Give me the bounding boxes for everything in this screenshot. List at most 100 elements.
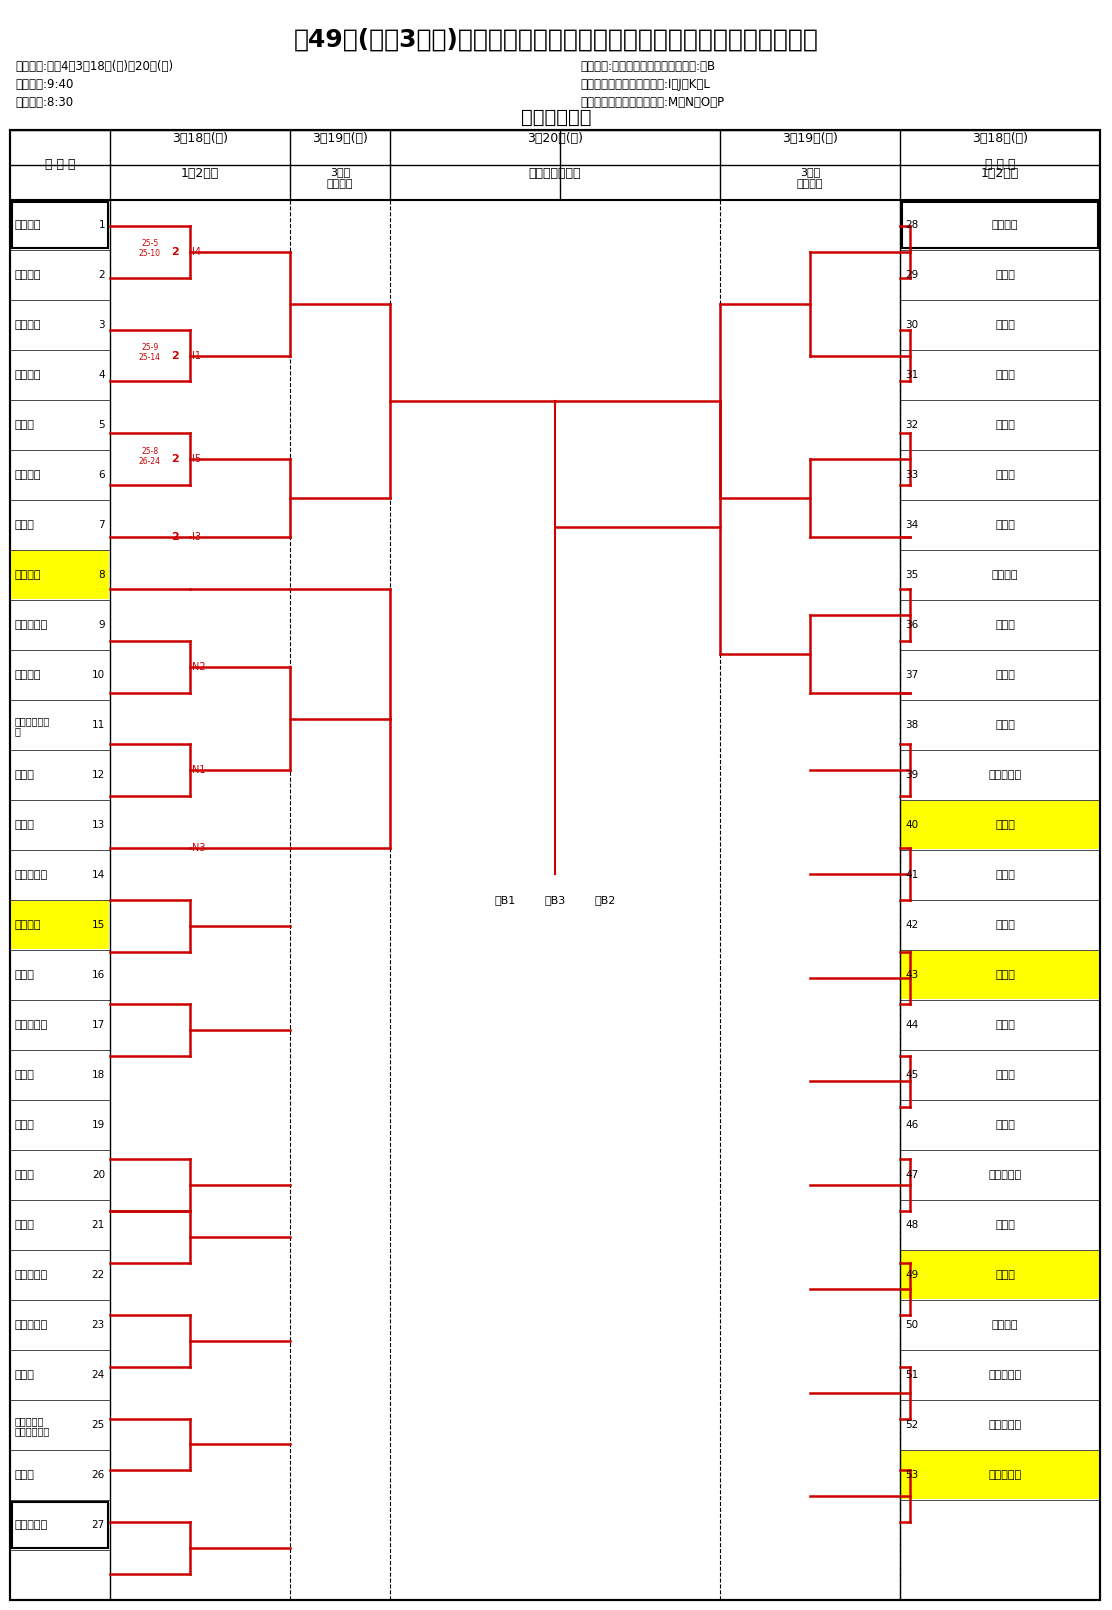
Bar <box>901 802 1099 848</box>
Text: 18: 18 <box>92 1071 105 1080</box>
Bar <box>11 551 109 599</box>
Text: 会　　場:吉田文化体育センター　　:特B: 会 場:吉田文化体育センター :特B <box>580 60 715 72</box>
Text: 加世田: 加世田 <box>995 520 1015 530</box>
Text: 尚志館: 尚志館 <box>995 320 1015 330</box>
Text: 高 校 名: 高 校 名 <box>985 158 1015 172</box>
Text: 31: 31 <box>905 370 919 380</box>
Text: 試合開始:9:40: 試合開始:9:40 <box>14 77 73 92</box>
Bar <box>11 902 109 948</box>
Text: 川　内: 川 内 <box>995 370 1015 380</box>
Text: 23: 23 <box>92 1320 105 1330</box>
Text: 2: 2 <box>171 246 179 258</box>
Text: 古仁屋: 古仁屋 <box>995 1270 1015 1280</box>
Text: 神村学園: 神村学園 <box>14 320 41 330</box>
Text: N3: N3 <box>192 844 206 853</box>
Text: 松　陽: 松 陽 <box>14 520 34 530</box>
Text: 期　　日:令和4年3月18日(金)～20日(日): 期 日:令和4年3月18日(金)～20日(日) <box>14 60 173 72</box>
Text: 25: 25 <box>92 1420 105 1430</box>
Text: 志布志: 志布志 <box>14 420 34 430</box>
Text: 錦　翔: 錦 翔 <box>995 819 1015 831</box>
Text: 種子島中央: 種子島中央 <box>989 1370 1022 1380</box>
Text: 39: 39 <box>905 770 919 779</box>
Text: 徳之島: 徳之島 <box>14 1071 34 1080</box>
Text: 41: 41 <box>905 869 919 881</box>
Text: 53: 53 <box>905 1470 919 1480</box>
Text: 7: 7 <box>98 520 105 530</box>
Bar <box>12 1502 108 1547</box>
Text: 榎　南: 榎 南 <box>14 819 34 831</box>
Text: 40: 40 <box>905 819 919 831</box>
Text: 高 校 名: 高 校 名 <box>44 158 76 172</box>
Text: 伊集院: 伊集院 <box>995 670 1015 679</box>
Text: 3月18日(金): 3月18日(金) <box>972 132 1027 145</box>
Text: 屋久島: 屋久島 <box>995 470 1015 480</box>
Text: 曽　於: 曽 於 <box>995 1021 1015 1030</box>
Text: 鹿児島実業: 鹿児島実業 <box>989 1470 1022 1480</box>
Text: 鹿児島城西: 鹿児島城西 <box>14 869 48 881</box>
Text: 52: 52 <box>905 1420 919 1430</box>
Text: 鹿児島情報: 鹿児島情報 <box>14 1021 48 1030</box>
Text: 加治木工業: 加治木工業 <box>14 1320 48 1330</box>
Text: 大島北: 大島北 <box>14 1220 34 1230</box>
Text: 16: 16 <box>92 969 105 980</box>
Text: 34: 34 <box>905 520 919 530</box>
Text: 武岡台: 武岡台 <box>995 1121 1015 1130</box>
Text: 種子島: 種子島 <box>14 1370 34 1380</box>
Text: 28: 28 <box>905 221 919 230</box>
Text: 3月19日(土): 3月19日(土) <box>782 132 838 145</box>
Text: いちき串木野市総合体育館:M・N・O・P: いちき串木野市総合体育館:M・N・O・P <box>580 97 724 109</box>
Text: 鹿　児　島: 鹿 児 島 <box>14 1270 48 1280</box>
Text: 2: 2 <box>171 454 179 464</box>
Text: 南大隅・吹上: 南大隅・吹上 <box>14 1426 50 1436</box>
Text: 22: 22 <box>92 1270 105 1280</box>
Text: N2: N2 <box>192 662 206 671</box>
Bar <box>901 1251 1099 1299</box>
Text: 鹿屋女子: 鹿屋女子 <box>992 1320 1019 1330</box>
Text: 吹上浜公園体育館　　　　:I・J・K・L: 吹上浜公園体育館 :I・J・K・L <box>580 77 709 92</box>
Text: 25-9: 25-9 <box>141 343 159 353</box>
Text: 32: 32 <box>905 420 919 430</box>
Text: 36: 36 <box>905 620 919 630</box>
Text: 開館時間:8:30: 開館時間:8:30 <box>14 97 73 109</box>
Bar <box>12 201 108 248</box>
Text: 25-5: 25-5 <box>141 240 159 248</box>
Text: 4: 4 <box>98 370 105 380</box>
Text: 14: 14 <box>92 869 105 881</box>
Bar <box>901 1451 1099 1499</box>
Text: 2: 2 <box>171 351 179 361</box>
Text: I1: I1 <box>192 351 201 361</box>
Text: 50: 50 <box>905 1320 919 1330</box>
Text: 25-10: 25-10 <box>139 250 161 258</box>
Text: 鹿屋中央: 鹿屋中央 <box>14 570 41 580</box>
Text: 鹿児島南: 鹿児島南 <box>14 221 41 230</box>
Text: I5: I5 <box>192 454 201 464</box>
Text: 2: 2 <box>171 531 179 543</box>
Text: 蒲　　生: 蒲 生 <box>14 270 41 280</box>
Text: 鹿児島第一: 鹿児島第一 <box>989 1420 1022 1430</box>
Text: 鶴　丸: 鶴 丸 <box>14 969 34 980</box>
Text: 42: 42 <box>905 919 919 931</box>
Text: 川内商工: 川内商工 <box>14 670 41 679</box>
Text: 3月18日(金): 3月18日(金) <box>172 132 228 145</box>
Text: 25-14: 25-14 <box>139 353 161 362</box>
Bar <box>901 952 1099 998</box>
Text: 15: 15 <box>92 919 105 931</box>
Text: 準決勝・決　勝: 準決勝・決 勝 <box>528 167 582 180</box>
Text: 24: 24 <box>92 1370 105 1380</box>
Text: 龍　桜: 龍 桜 <box>995 620 1015 630</box>
Text: 3回戦
準々決勝: 3回戦 準々決勝 <box>797 167 823 188</box>
Text: 与　論: 与 論 <box>995 420 1015 430</box>
Text: 部: 部 <box>14 726 21 736</box>
Text: 26-24: 26-24 <box>139 457 161 465</box>
Text: 3月19日(土): 3月19日(土) <box>312 132 368 145</box>
Text: 29: 29 <box>905 270 919 280</box>
Text: 喜　界: 喜 界 <box>995 720 1015 729</box>
Text: 6: 6 <box>98 470 105 480</box>
Text: 30: 30 <box>905 320 919 330</box>
Text: 川　辺: 川 辺 <box>995 1071 1015 1080</box>
Text: 27: 27 <box>92 1520 105 1530</box>
Text: 1・2回戦: 1・2回戦 <box>981 167 1019 180</box>
Text: 串良農業・: 串良農業・ <box>14 1417 44 1426</box>
Text: 薩南工業: 薩南工業 <box>992 570 1019 580</box>
Text: 鹿　屋: 鹿 屋 <box>14 1170 34 1180</box>
